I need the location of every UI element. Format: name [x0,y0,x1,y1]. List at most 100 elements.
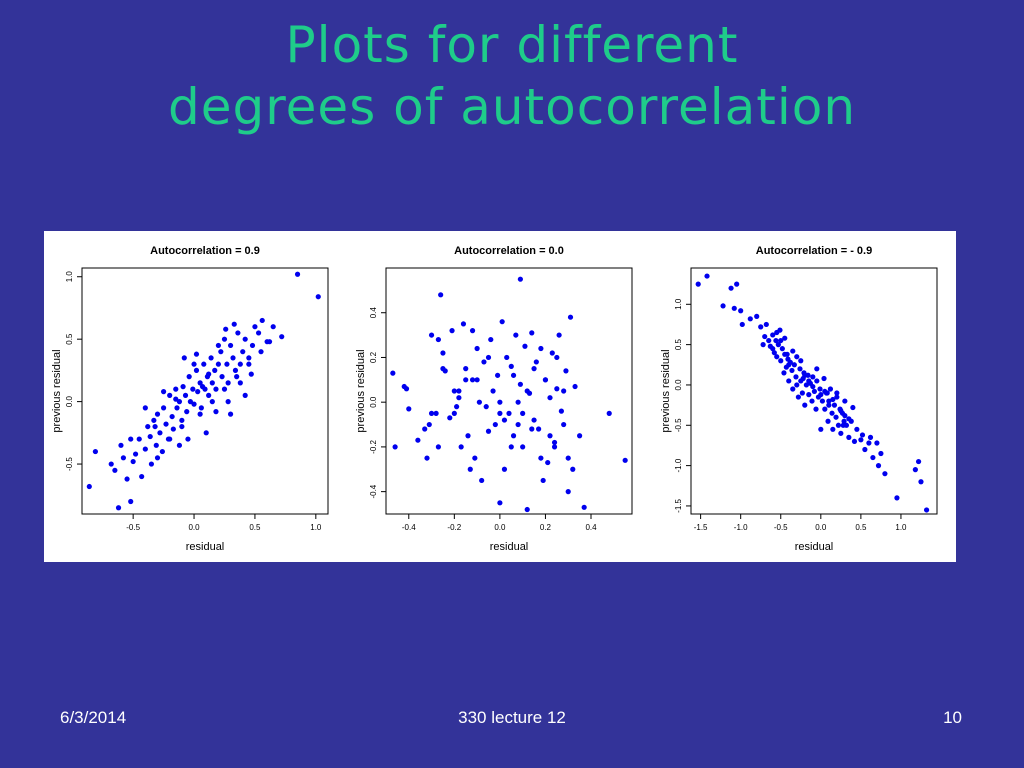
data-point [454,404,460,410]
data-point [501,417,508,423]
data-point [779,346,785,352]
plots-panel: Autocorrelation = 0.9 -0.5 0.0 0.5 1.0 -0.5 0.… [44,231,956,562]
y-tick-label: 0.5 [65,333,74,345]
data-point [179,417,185,423]
data-point [524,506,530,513]
data-point [191,361,197,367]
data-point [786,362,792,368]
x-tick-label: -0.4 [402,523,416,532]
x-tick-label: 0.5 [249,523,261,532]
x-tick-label: -0.5 [126,523,140,532]
plot-title: Autocorrelation = 0.9 [150,245,260,257]
data-point [813,406,819,412]
data-point [440,350,446,356]
data-point [154,455,161,461]
data-point [549,350,555,356]
data-point [169,413,175,420]
data-point [142,446,148,452]
data-point [235,330,241,336]
x-tick-label: 0.0 [494,523,506,532]
data-point [834,394,840,400]
data-point [504,354,510,361]
data-point [822,406,828,412]
data-point [157,430,163,436]
data-point [259,317,265,324]
data-point [435,336,441,343]
data-point [249,342,256,349]
data-point [237,361,243,367]
data-point [474,377,480,383]
data-point [128,436,134,442]
data-point [731,305,737,311]
data-point [224,361,230,367]
data-point [758,324,764,330]
data-point [563,368,569,374]
data-point [778,358,784,364]
data-point [456,388,462,394]
y-tick-label: -0.4 [369,484,378,498]
data-point [495,372,501,378]
plot-title: Autocorrelation = 0.0 [454,245,564,257]
data-point [490,388,496,394]
data-point [774,329,780,336]
data-point [240,349,246,355]
data-point [810,374,816,380]
data-point [838,408,844,414]
data-point [184,409,190,415]
y-tick-label: 0.4 [369,307,378,319]
data-point [469,328,476,334]
data-point [542,377,549,383]
data-point [252,324,258,330]
data-point [501,466,508,472]
data-point [870,454,876,461]
data-point [497,410,503,416]
data-point [515,399,521,405]
x-tick-label: -1.5 [694,523,708,532]
x-tick-label: 0.5 [855,523,867,532]
data-point [182,392,189,398]
data-point [862,446,868,453]
title-line-2: degrees of autocorrelation [167,78,857,136]
data-point [160,389,167,395]
data-point [315,294,321,300]
data-point [838,430,844,436]
data-point [826,402,832,408]
data-point [209,399,215,405]
data-point [858,437,864,443]
data-point [132,451,139,457]
data-point [488,336,494,343]
data-point [775,342,781,348]
data-point [185,436,191,442]
data-point [225,399,231,405]
data-point [159,448,165,455]
data-point [728,285,734,291]
data-point [817,386,823,392]
footer-course: 330 lecture 12 [458,708,566,727]
y-tick-label: -0.2 [369,439,378,453]
data-point [179,423,185,430]
data-point [115,505,122,511]
data-point [806,392,812,398]
data-point [248,371,254,377]
data-point [827,386,834,392]
data-point [403,386,410,392]
y-tick-label: -0.5 [65,457,74,471]
data-point [227,411,234,417]
data-point [472,455,478,461]
data-point [517,276,523,282]
x-axis-label: residual [795,541,834,553]
data-point [515,421,521,428]
data-point [392,444,398,450]
data-point [92,448,98,455]
data-point [279,334,285,340]
data-point [739,321,745,328]
y-tick-label: -1.5 [674,498,683,512]
x-tick-label: 0.0 [188,523,200,532]
data-point [556,332,562,338]
data-point [522,343,528,349]
data-point [791,362,797,368]
scatter-plot-1: Autocorrelation = 0.9 -0.5 0.0 0.5 1.0 -0.5 0.… [51,245,329,553]
data-point [86,483,92,490]
y-tick-label: 0.2 [369,351,378,363]
data-point [255,330,262,336]
